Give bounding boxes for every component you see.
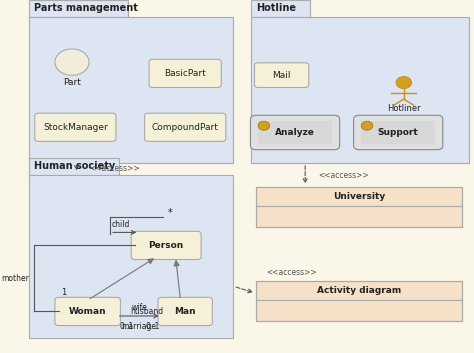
Text: Hotliner: Hotliner	[387, 104, 420, 113]
Text: child: child	[112, 220, 130, 229]
FancyBboxPatch shape	[256, 187, 462, 207]
Text: 0..1: 0..1	[145, 322, 159, 331]
Text: marriage: marriage	[122, 322, 157, 331]
FancyBboxPatch shape	[149, 59, 221, 88]
FancyBboxPatch shape	[251, 0, 310, 17]
Circle shape	[361, 121, 373, 130]
Circle shape	[258, 121, 270, 130]
FancyBboxPatch shape	[131, 231, 201, 259]
FancyBboxPatch shape	[258, 121, 332, 144]
Text: CompoundPart: CompoundPart	[152, 123, 219, 132]
FancyBboxPatch shape	[35, 113, 116, 141]
Text: BasicPart: BasicPart	[164, 69, 206, 78]
FancyBboxPatch shape	[256, 281, 462, 300]
FancyBboxPatch shape	[29, 158, 119, 175]
FancyBboxPatch shape	[361, 121, 435, 144]
Text: University: University	[333, 192, 385, 201]
Text: Man: Man	[174, 307, 196, 316]
Text: Mail: Mail	[273, 71, 291, 80]
FancyBboxPatch shape	[354, 115, 443, 150]
FancyBboxPatch shape	[256, 300, 462, 321]
Text: Hotline: Hotline	[256, 3, 296, 13]
Text: <<access>>: <<access>>	[266, 268, 317, 277]
FancyBboxPatch shape	[158, 297, 212, 325]
Text: husband: husband	[130, 307, 164, 316]
Text: mother: mother	[1, 274, 29, 283]
Text: Parts management: Parts management	[34, 3, 138, 13]
Text: Activity diagram: Activity diagram	[317, 286, 401, 295]
FancyBboxPatch shape	[55, 297, 120, 325]
Circle shape	[55, 49, 89, 75]
FancyBboxPatch shape	[256, 207, 462, 227]
Text: <<access>>: <<access>>	[89, 164, 140, 173]
FancyBboxPatch shape	[29, 175, 233, 339]
Text: Person: Person	[148, 241, 184, 250]
Text: StockManager: StockManager	[43, 123, 108, 132]
Text: Analyze: Analyze	[275, 128, 315, 137]
Text: wife: wife	[131, 303, 147, 312]
FancyBboxPatch shape	[250, 115, 340, 150]
Text: Support: Support	[378, 128, 419, 137]
FancyBboxPatch shape	[29, 17, 233, 163]
FancyBboxPatch shape	[145, 113, 226, 141]
Text: <<access>>: <<access>>	[318, 170, 369, 180]
Text: 1: 1	[61, 288, 66, 297]
Text: *: *	[167, 208, 172, 218]
Text: Part: Part	[63, 78, 81, 87]
Text: 0..1: 0..1	[119, 322, 134, 331]
FancyBboxPatch shape	[251, 17, 469, 163]
FancyBboxPatch shape	[29, 0, 128, 17]
Text: Woman: Woman	[69, 307, 107, 316]
FancyBboxPatch shape	[255, 63, 309, 88]
Text: Human society: Human society	[34, 161, 115, 171]
Circle shape	[396, 77, 411, 89]
